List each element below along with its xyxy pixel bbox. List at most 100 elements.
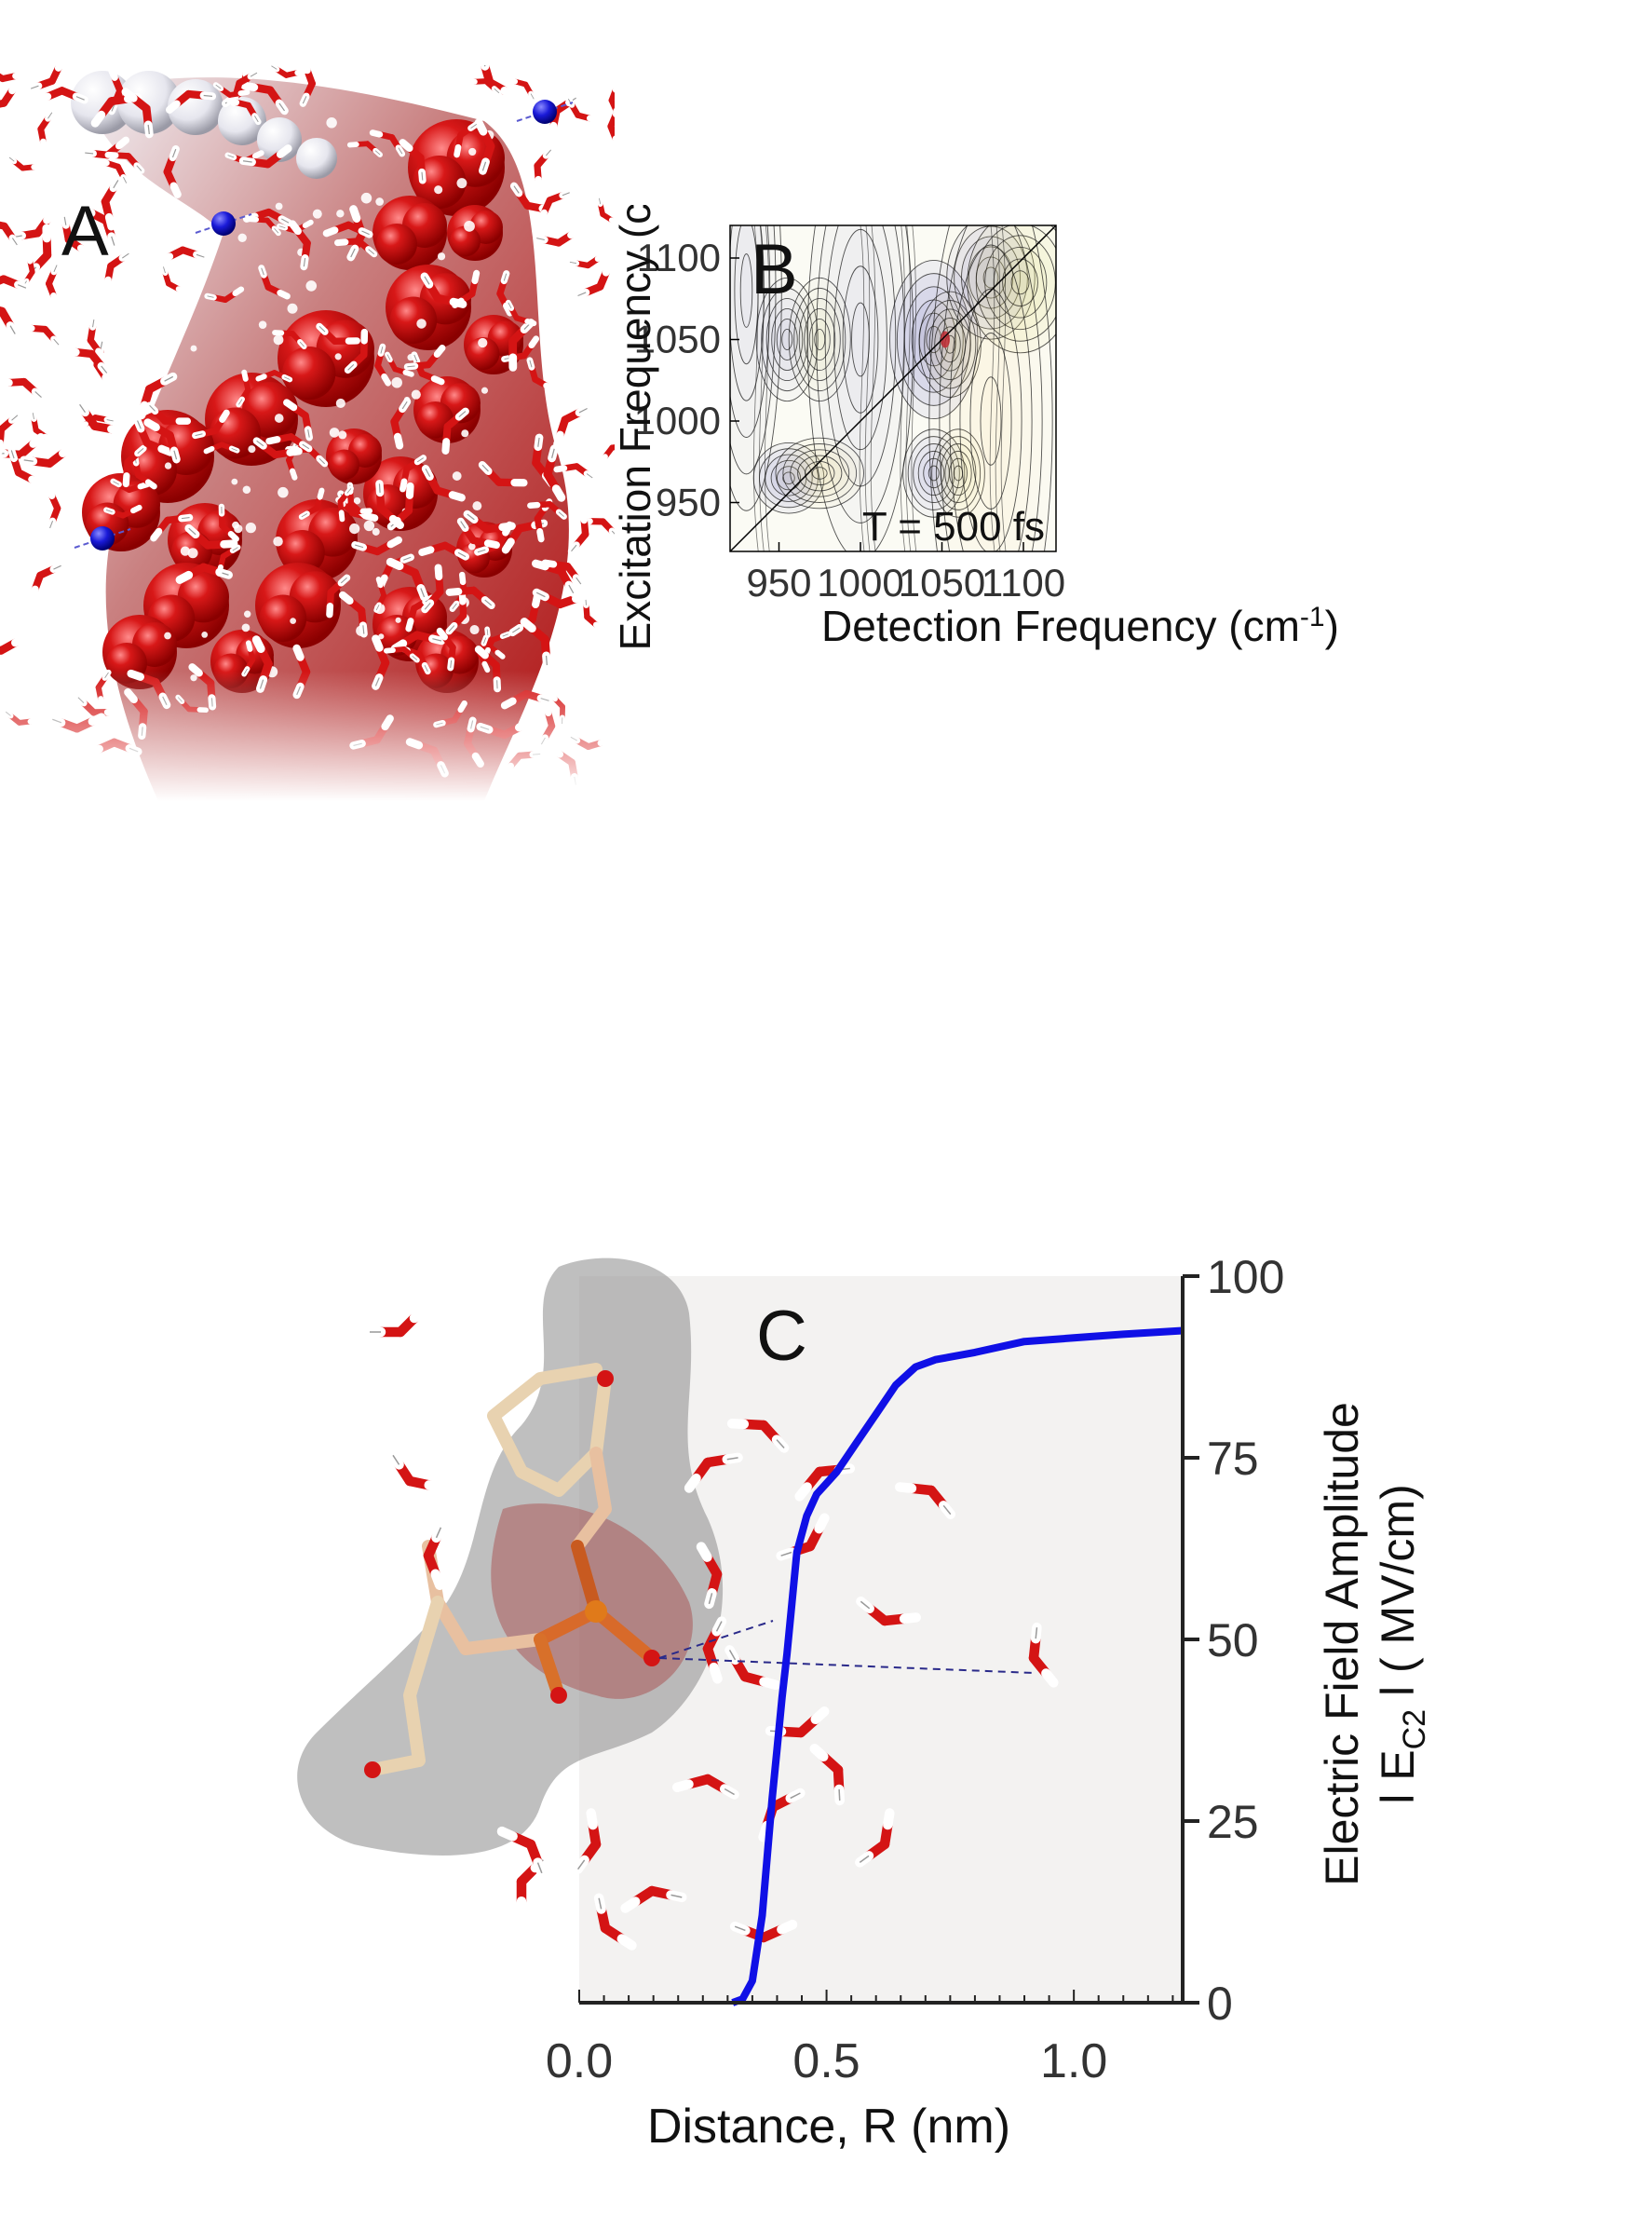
water-molecule [23,318,59,355]
water-molecule [33,113,64,150]
y-tick-label: 950 [656,481,721,524]
surface-highlight [188,548,198,558]
water-molecule [0,294,15,343]
phosphorus-atom [585,1600,607,1623]
water-molecule [0,83,20,108]
water-molecule [607,84,615,116]
x-tick-label: 0.0 [546,2034,613,2088]
water-molecule [393,1443,440,1500]
water-molecule [468,73,499,102]
surface-highlight [481,387,488,394]
surface-highlight [276,203,283,211]
water-molecule [527,150,562,187]
panel-c-letter: C [756,1297,807,1376]
surface-highlight [453,471,462,481]
y-tick-label: 25 [1207,1796,1259,1848]
surface-highlight [364,521,374,531]
surface-highlight [438,252,445,260]
panel-a: A [0,65,615,801]
water-molecule [0,626,23,656]
surface-highlight [472,501,481,510]
water-molecule [600,445,615,462]
x-tick-label: 1.0 [1040,2034,1107,2088]
surface-highlight [278,487,289,498]
surface-highlight [361,193,372,204]
surface-highlight [338,430,346,439]
surface-highlight [290,618,296,624]
surface-highlight [464,221,475,232]
y-tick-label: 75 [1207,1433,1259,1485]
y-tick-label: 0 [1207,1978,1233,2030]
water-molecule [508,74,534,105]
oxygen-lobe [372,196,447,270]
oxygen-atom [364,1761,381,1778]
surface-highlight [434,185,442,194]
negative-contour [852,303,870,376]
surface-highlight [274,334,284,345]
x-tick-label: 1100 [982,561,1065,605]
surface-highlight [313,210,322,219]
water-molecule [9,148,40,177]
surface-highlight [336,210,344,217]
surface-highlight [336,399,345,408]
water-molecule [0,434,41,456]
surface-highlight [183,269,191,278]
oxygen-atom [643,1650,660,1666]
panel-a-molecular-surface [0,65,615,801]
water-molecule [506,1860,559,1913]
surface-highlight [391,377,402,388]
surface-highlight [372,528,380,536]
y-tick-label: 100 [1207,1251,1284,1303]
water-molecule [0,415,28,452]
surface-highlight [326,117,336,128]
water-molecule [536,222,578,246]
oxygen-atom [550,1687,567,1704]
surface-highlight [461,429,468,437]
x-axis-title: Detection Frequency (cm-1) [821,602,1339,650]
surface-highlight [243,485,251,494]
surface-highlight [248,445,255,453]
surface-highlight [242,624,251,632]
water-molecule [25,65,67,88]
surface-highlight [416,319,427,329]
water-molecule [35,488,62,528]
surface-highlight [470,625,480,634]
surface-highlight [259,320,267,329]
water-molecule [599,196,615,226]
surface-highlight [478,338,487,347]
water-molecule [419,1528,461,1585]
water-molecule [0,273,26,305]
water-molecule [162,245,205,273]
x-tick-label: 1000 [817,561,903,605]
surface-highlight [244,611,251,618]
surface-highlight [201,632,208,638]
surface-highlight [238,234,247,242]
surface-highlight [396,618,401,623]
surface-highlight [246,523,256,533]
y-axis-title-line1: Electric Field Amplitude [1316,1402,1368,1886]
water-molecule [25,565,68,597]
water-molecule [549,409,596,444]
surface-highlight [330,428,340,438]
surface-highlight [412,390,421,400]
water-molecule [570,249,603,267]
surface-highlight [165,462,171,469]
water-molecule [370,1310,423,1332]
panel-b-letter: B [751,230,798,309]
surface-highlight [456,178,467,188]
y-axis-title: Excitation Frequency (cm-1) [615,205,659,650]
surface-highlight [287,304,297,314]
panel-a-letter: A [61,191,109,272]
surface-highlight [468,148,476,156]
surface-highlight [375,197,384,206]
x-axis-title: Distance, R (nm) [647,2100,1010,2154]
surface-highlight [191,346,197,352]
surface-highlight [231,479,237,485]
water-molecule [586,597,602,630]
surface-highlight [232,522,239,529]
